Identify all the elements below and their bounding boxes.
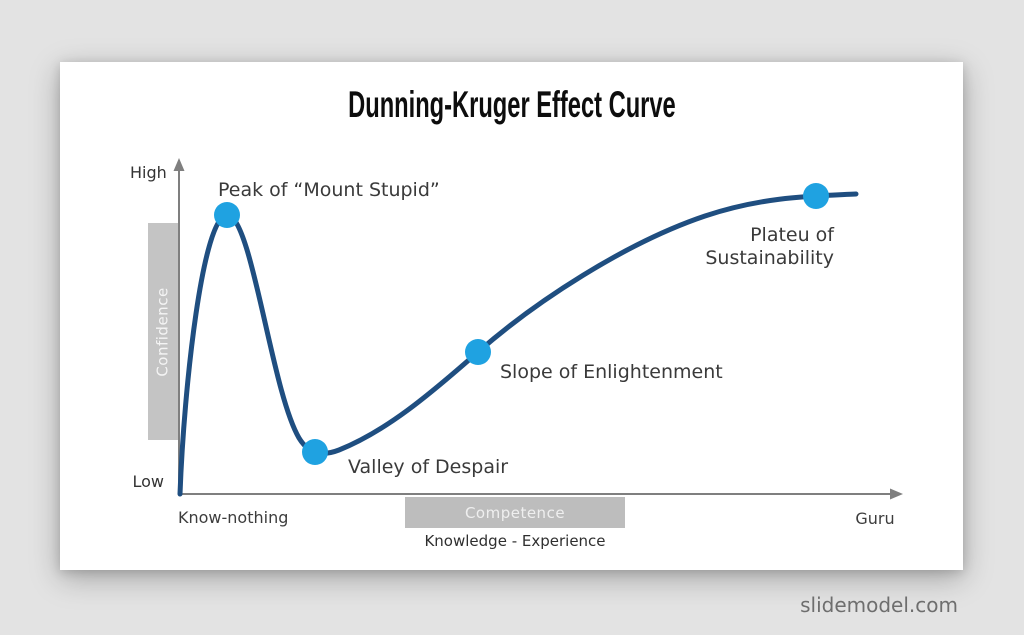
milestone-label-valley: Valley of Despair [348, 456, 509, 478]
competence-band: Competence [405, 497, 625, 528]
confidence-band: Confidence [148, 223, 178, 440]
confidence-band-label: Confidence [154, 286, 172, 377]
x-axis-end-label: Guru [855, 509, 895, 528]
milestone-label-plateau: Plateu of Sustainability [705, 224, 834, 269]
x-axis-title: Knowledge - Experience [424, 532, 606, 550]
milestone-label-peak: Peak of “Mount Stupid” [218, 179, 440, 201]
slide-card [60, 62, 963, 570]
page-title: Dunning-Kruger Effect Curve [60, 86, 963, 124]
watermark: slidemodel.com [800, 593, 958, 617]
competence-band-label: Competence [464, 503, 566, 522]
y-axis-low-label: Low [132, 472, 164, 491]
y-axis-high-label: High [130, 163, 167, 182]
page-title-text: Dunning-Kruger Effect Curve [347, 84, 676, 125]
x-axis-start-label: Know-nothing [178, 508, 289, 527]
milestone-label-slope: Slope of Enlightenment [500, 361, 723, 383]
